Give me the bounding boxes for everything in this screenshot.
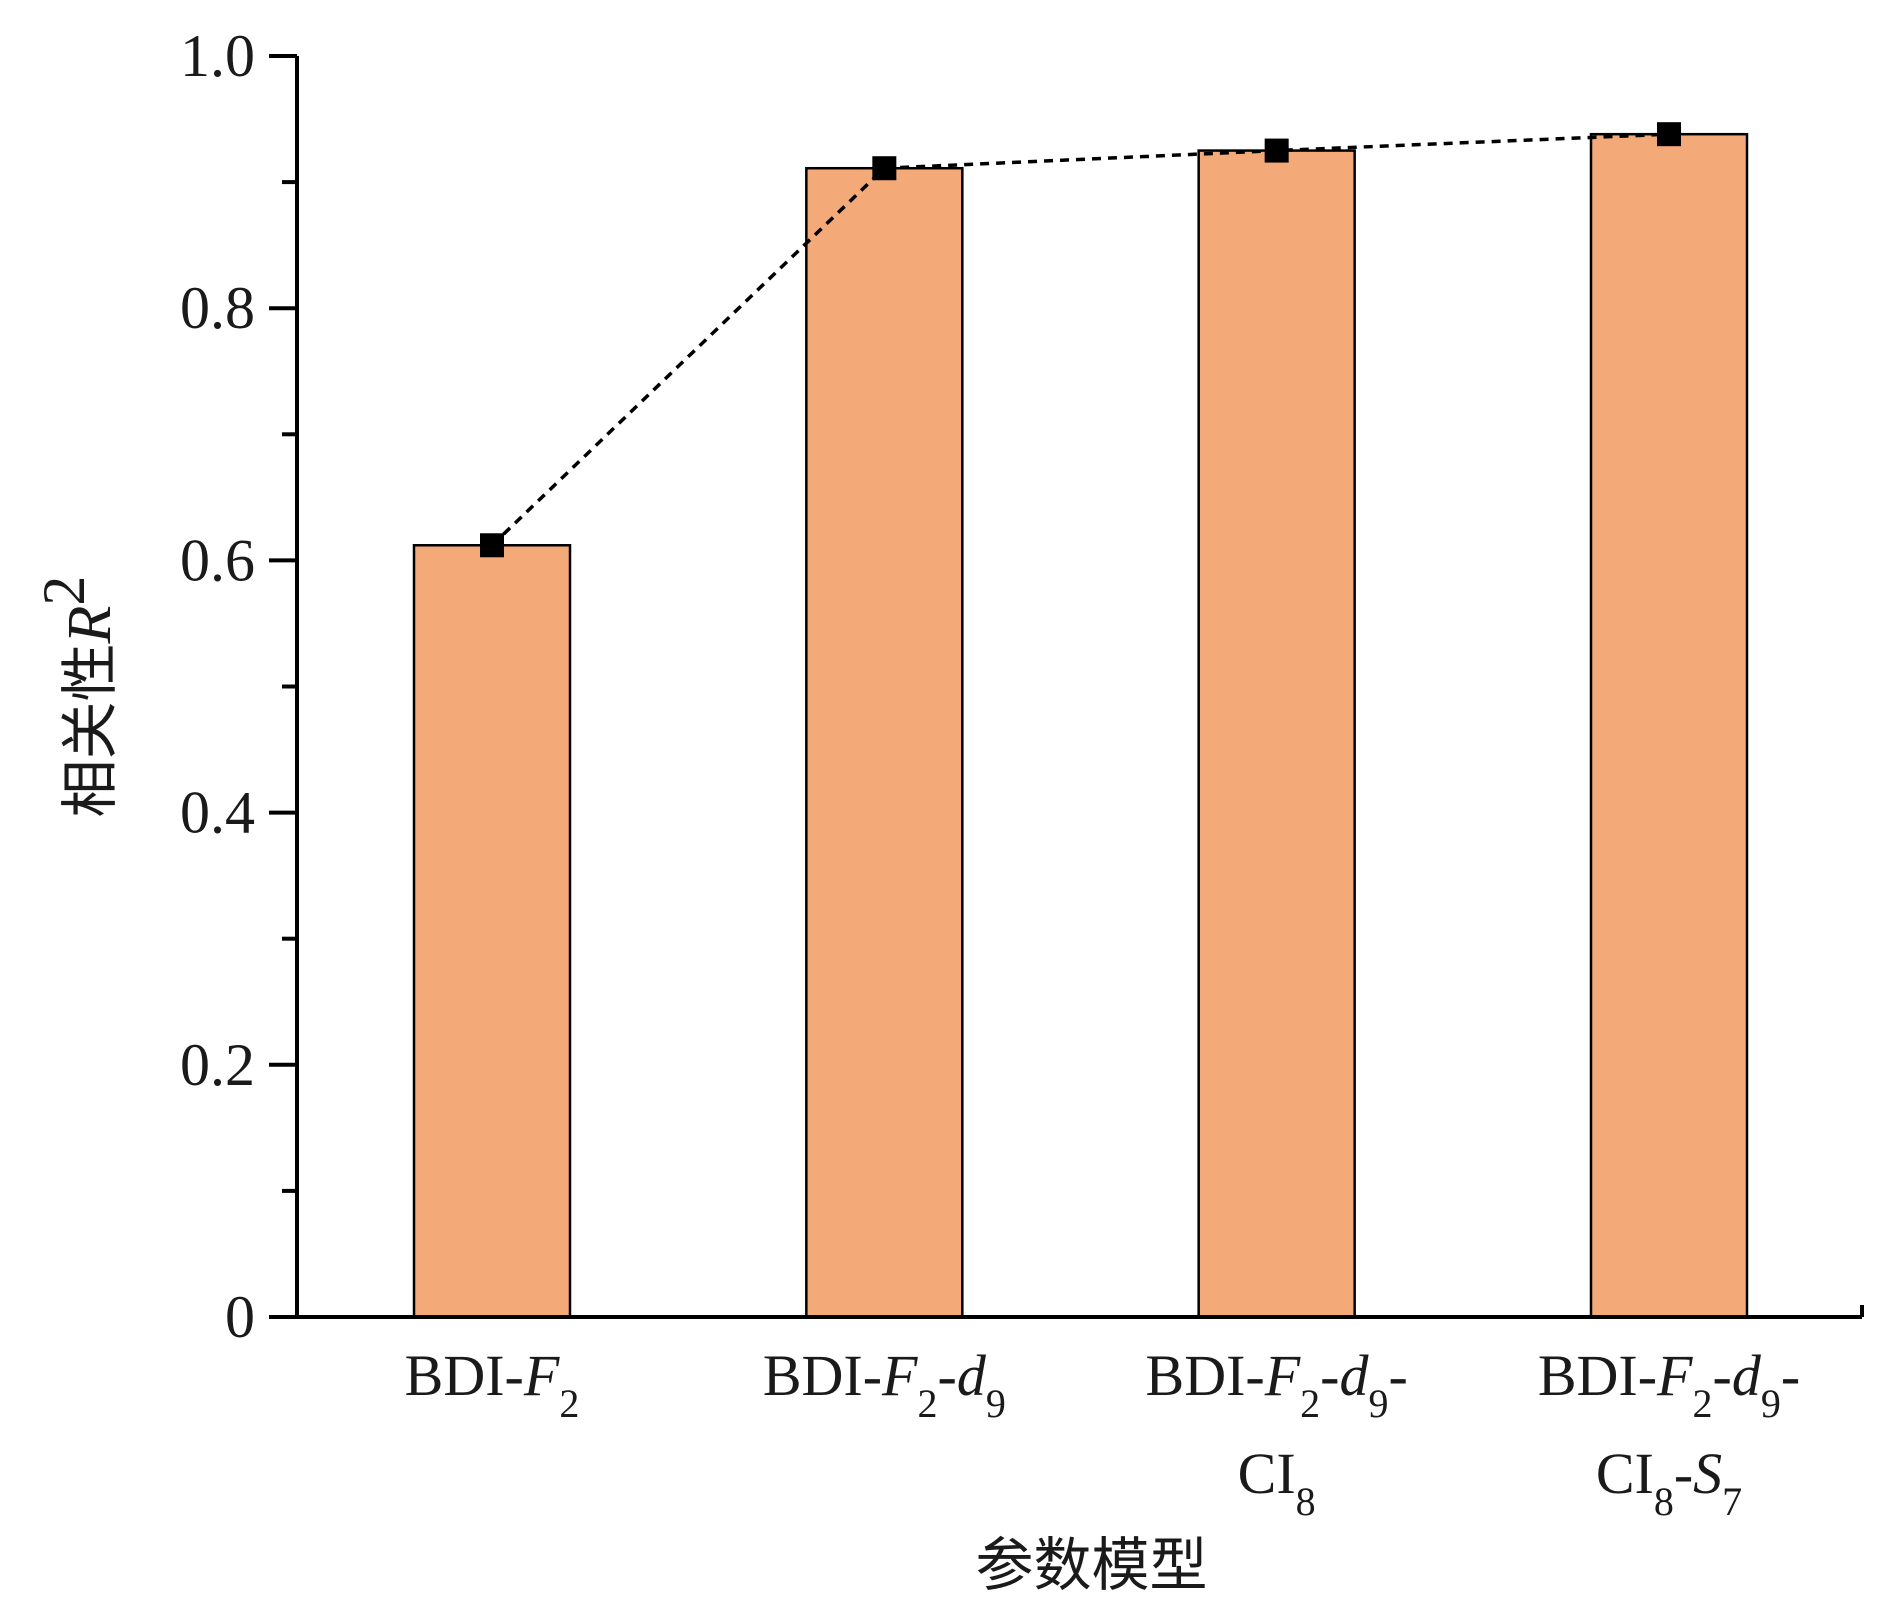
x-axis-title: 参数模型 <box>975 1531 1207 1599</box>
x-tick-label: BDI-F2-d9- <box>1146 1343 1408 1426</box>
bar <box>412 544 572 1319</box>
trend-marker <box>480 533 504 558</box>
bar <box>1197 149 1356 1319</box>
y-tick-label: 0.2 <box>180 1032 255 1098</box>
x-tick-label: CI8 <box>1238 1441 1316 1524</box>
x-tick-label: BDI-F2-d9 <box>763 1343 1006 1426</box>
x-tick-label: CI8-S7 <box>1596 1441 1742 1524</box>
y-tick-labels: 0 0.2 0.4 0.6 0.8 1.0 <box>180 23 255 1350</box>
x-tick-labels: BDI-F2 BDI-F2-d9 BDI-F2-d9- CI8 BDI-F2-d9- CI… <box>405 1343 1800 1524</box>
x-tick-label: BDI-F2 <box>405 1343 580 1426</box>
y-tick-label: 0 <box>225 1284 255 1350</box>
y-tick-label: 0.8 <box>180 275 255 341</box>
axes <box>269 54 1864 1319</box>
x-tick-label: BDI-F2-d9- <box>1538 1343 1800 1426</box>
y-tick-label: 0.6 <box>180 527 255 593</box>
y-tick-label: 1.0 <box>180 23 255 89</box>
bar <box>1589 132 1749 1319</box>
trend-line <box>490 132 1670 547</box>
bar <box>805 166 964 1319</box>
trend-marker <box>1657 122 1681 147</box>
y-axis-title: 相关性R2 <box>31 576 124 818</box>
bars <box>412 132 1749 1319</box>
trend-marker <box>1264 138 1289 163</box>
y-tick-label: 0.4 <box>180 780 255 846</box>
trend-line-overlay <box>480 122 1681 558</box>
trend-marker <box>872 156 897 181</box>
